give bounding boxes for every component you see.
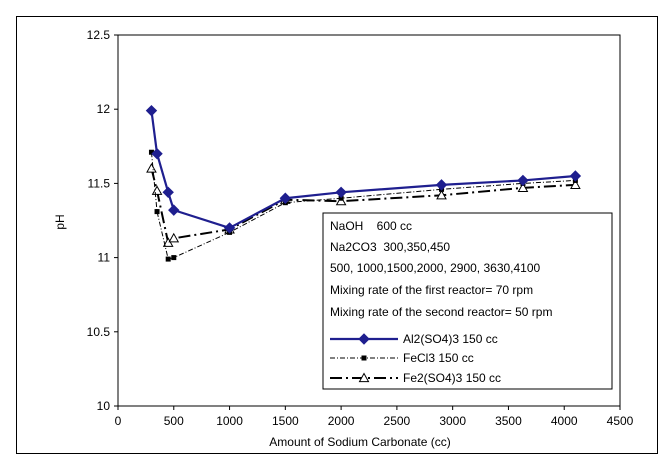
- series-line: [150, 110, 576, 230]
- data-point: [165, 256, 171, 262]
- legend-label: FeCl3 150 cc: [403, 351, 474, 365]
- y-tick-label: 12.5: [87, 28, 111, 42]
- x-tick-label: 4500: [607, 414, 634, 428]
- x-tick-label: 3500: [495, 414, 522, 428]
- series-line: [150, 152, 576, 260]
- data-point: [335, 195, 347, 206]
- x-tick-label: 2500: [384, 414, 411, 428]
- legend-entry: Al2(SO4)3 150 cc: [330, 332, 498, 346]
- annotation-text: NaOH 600 cc Na2CO3 300,350,450 500, 1000…: [330, 219, 552, 319]
- data-point: [279, 192, 292, 204]
- annotation-line-na2co3: Na2CO3 300,350,450: [330, 240, 450, 254]
- annotation-line-naoh: NaOH 600 cc: [330, 219, 412, 233]
- y-tick-label: 11.5: [88, 176, 111, 190]
- legend-entry: Fe2(SO4)3 150 cc: [330, 371, 501, 385]
- y-tick-label: 10.5: [87, 325, 111, 339]
- data-point: [171, 255, 177, 261]
- data-point: [168, 232, 180, 243]
- data-point: [338, 195, 344, 201]
- x-tick-label: 1000: [216, 414, 243, 428]
- y-tick-label: 12: [97, 102, 111, 116]
- x-tick-label: 4000: [551, 414, 578, 428]
- annotation-line-first-reactor: Mixing rate of the first reactor= 70 rpm: [330, 283, 533, 297]
- data-point: [517, 174, 529, 187]
- data-point: [162, 186, 174, 199]
- x-axis: 0 500 1000 1500 2000 2500 3000 3500 4000 4500: [115, 406, 634, 428]
- series-line: [150, 168, 576, 244]
- data-point: [223, 222, 236, 234]
- data-point: [570, 179, 581, 189]
- annotation-line-amounts: 500, 1000,1500,2000, 2900, 3630,4100: [330, 261, 541, 275]
- legend: Al2(SO4)3 150 cc FeCl3 150 cc Fe2(SO4)3 15…: [330, 332, 501, 385]
- x-tick-label: 1500: [272, 414, 299, 428]
- y-axis: 10 10.5 11 11.5 12 12.5: [87, 28, 118, 413]
- series-layer: [145, 104, 582, 262]
- data-point: [168, 204, 180, 216]
- legend-entry: FeCl3 150 cc: [330, 351, 474, 365]
- x-tick-label: 0: [115, 414, 122, 428]
- data-point: [154, 209, 160, 215]
- x-tick-label: 500: [164, 414, 184, 428]
- legend-marker: [358, 372, 370, 383]
- x-axis-label: Amount of Sodium Carbonate (cc): [269, 435, 450, 449]
- data-point: [148, 149, 154, 155]
- data-point: [146, 163, 157, 173]
- legend-label: Fe2(SO4)3 150 cc: [403, 371, 501, 385]
- data-point: [435, 179, 448, 191]
- y-tick-label: 11: [98, 251, 111, 265]
- y-axis-label: pH: [53, 214, 67, 229]
- series-0: [145, 104, 582, 234]
- data-point: [145, 104, 158, 117]
- data-point: [151, 148, 163, 160]
- data-point: [517, 182, 529, 192]
- annotation-box: [322, 212, 613, 390]
- y-tick-label: 10: [97, 399, 111, 413]
- x-tick-label: 2000: [328, 414, 355, 428]
- annotation-line-second-reactor: Mixing rate of the second reactor= 50 rp…: [330, 305, 552, 319]
- data-point: [335, 186, 347, 199]
- data-point: [569, 170, 582, 182]
- legend-marker: [361, 355, 367, 361]
- x-tick-label: 3000: [439, 414, 466, 428]
- legend-label: Al2(SO4)3 150 cc: [403, 332, 498, 346]
- legend-marker: [358, 333, 370, 345]
- data-point: [436, 189, 447, 200]
